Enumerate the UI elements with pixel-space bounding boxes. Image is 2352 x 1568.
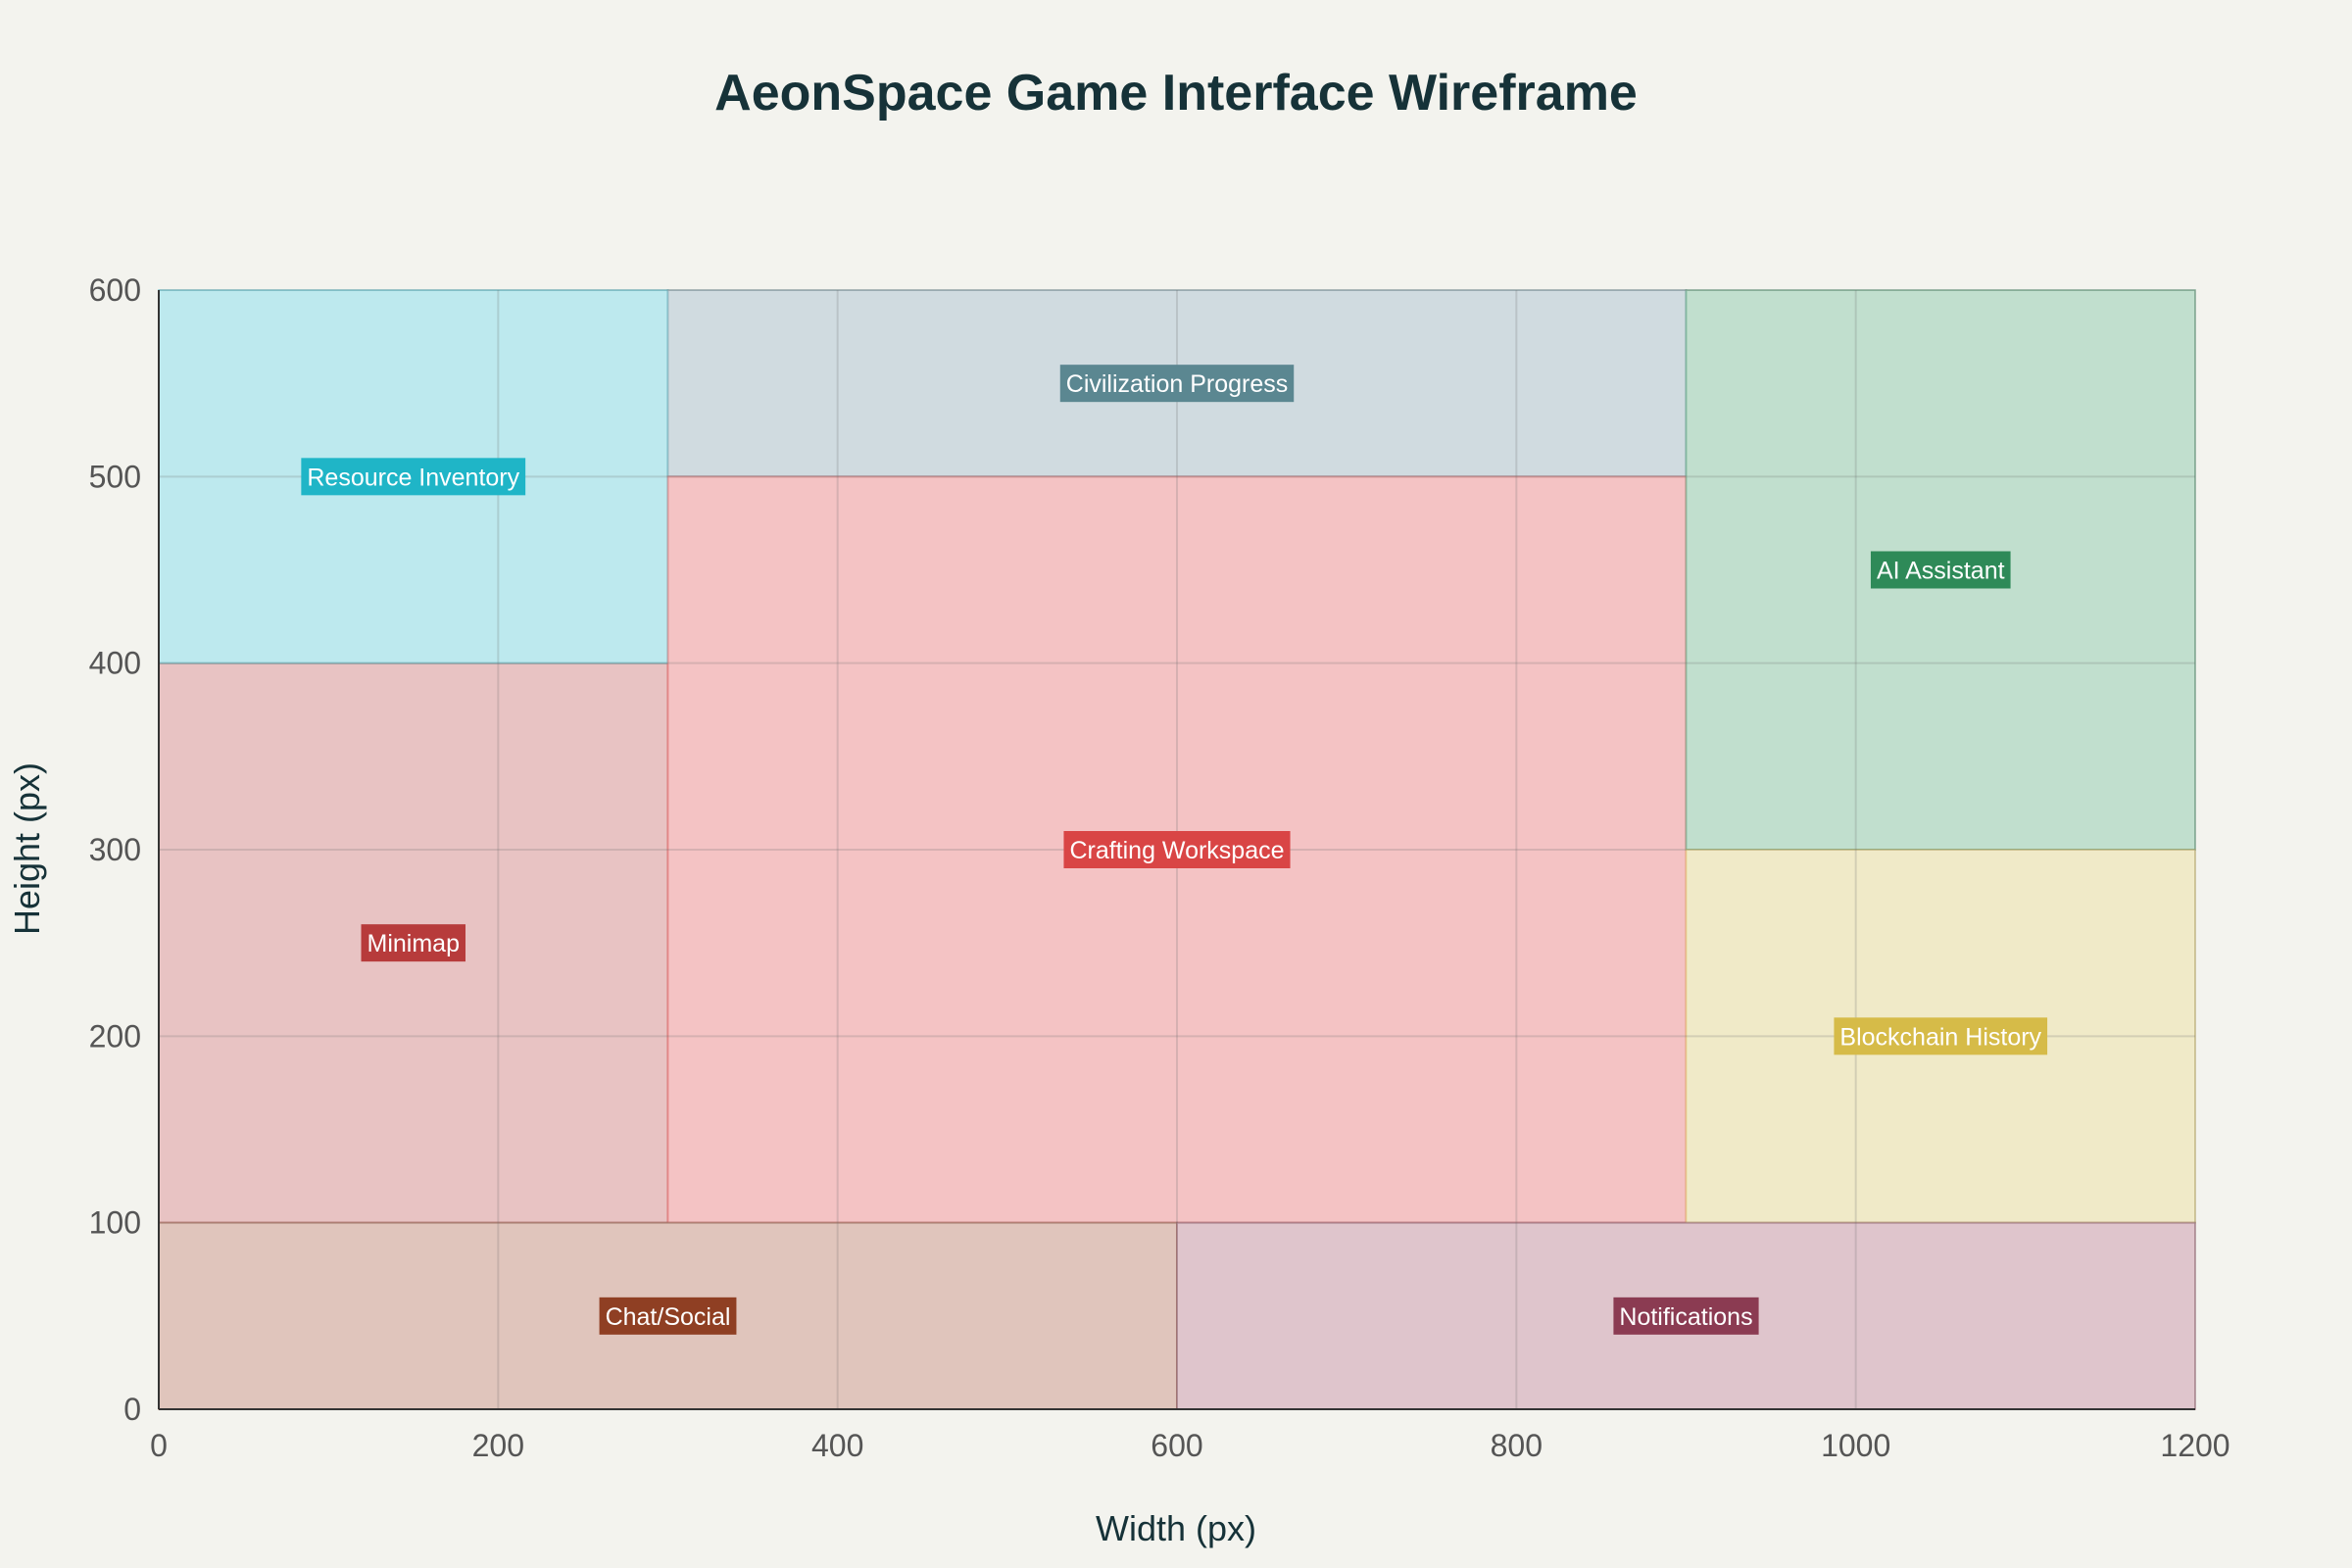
region-label-text: Chat/Social xyxy=(606,1303,731,1331)
x-tick-label: 400 xyxy=(811,1428,863,1463)
y-tick-label: 600 xyxy=(89,272,141,308)
region-label-resource-inventory: Resource Inventory xyxy=(301,458,526,496)
region-label-badge xyxy=(361,924,466,962)
region-label-minimap: Minimap xyxy=(361,924,466,962)
y-tick-label: 400 xyxy=(89,646,141,681)
y-axis-title: Height (px) xyxy=(7,762,47,935)
x-tick-label: 1200 xyxy=(2160,1428,2230,1463)
region-label-ai-assistant: AI Assistant xyxy=(1870,551,2011,589)
x-tick-label: 600 xyxy=(1151,1428,1202,1463)
region-label-text: Minimap xyxy=(368,930,460,957)
region-label-text: Resource Inventory xyxy=(307,464,519,491)
region-label-badge xyxy=(1063,831,1291,868)
axis-layer: 0 200 400 600 800 1000 1200 0 100 200 300 400 500 600 xyxy=(89,272,2230,1463)
region-label-notifications: Notifications xyxy=(1613,1297,1759,1335)
region-label-badge xyxy=(1834,1017,2048,1055)
region-label-blockchain-history: Blockchain History xyxy=(1834,1017,2048,1055)
region-label-text: Notifications xyxy=(1619,1303,1752,1331)
region-label-badge xyxy=(1870,551,2011,589)
region-labels-layer: Minimap Resource Inventory Civilization Pr… xyxy=(301,365,2048,1335)
y-tick-label: 100 xyxy=(89,1205,141,1241)
x-axis-title: Width (px) xyxy=(1096,1508,1256,1548)
x-tick-label: 800 xyxy=(1491,1428,1543,1463)
region-label-text: Blockchain History xyxy=(1839,1023,2041,1051)
region-label-badge xyxy=(1613,1297,1759,1335)
x-tick-label: 200 xyxy=(472,1428,524,1463)
x-tick-label: 0 xyxy=(150,1428,168,1463)
region-label-chat-social: Chat/Social xyxy=(599,1297,737,1335)
y-tick-label: 300 xyxy=(89,832,141,867)
region-label-text: Crafting Workspace xyxy=(1069,837,1284,864)
y-tick-label: 500 xyxy=(89,459,141,494)
region-label-badge xyxy=(599,1297,737,1335)
y-tick-label: 200 xyxy=(89,1018,141,1054)
region-label-crafting-workspace: Crafting Workspace xyxy=(1063,831,1291,868)
x-tick-label: 1000 xyxy=(1821,1428,1890,1463)
region-label-civilization-progress: Civilization Progress xyxy=(1059,365,1295,403)
region-label-badge xyxy=(301,458,526,496)
region-label-text: Civilization Progress xyxy=(1066,370,1288,398)
chart-title: AeonSpace Game Interface Wireframe xyxy=(714,65,1638,122)
y-tick-label: 0 xyxy=(123,1392,141,1427)
region-label-text: AI Assistant xyxy=(1877,558,2005,585)
region-label-badge xyxy=(1059,365,1295,403)
